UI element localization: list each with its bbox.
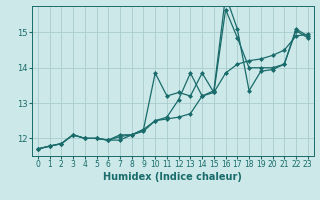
X-axis label: Humidex (Indice chaleur): Humidex (Indice chaleur) [103,172,242,182]
